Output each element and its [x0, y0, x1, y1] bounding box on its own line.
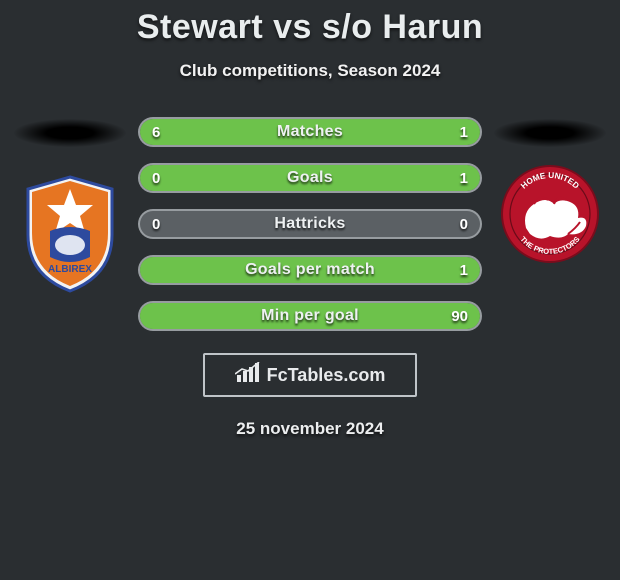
stat-value-left: 0 [152, 165, 160, 191]
player-shadow-left [14, 119, 126, 147]
page-title: Stewart vs s/o Harun [0, 8, 620, 47]
stat-row: Hattricks0 0 [138, 209, 482, 239]
stat-value-right: 1 [460, 165, 468, 191]
right-side: HOME UNITED THE PROTECTORS [490, 117, 610, 273]
left-team-badge: ALBIREX [20, 175, 120, 293]
infographic-container: Stewart vs s/o Harun Club competitions, … [0, 0, 620, 439]
stat-row: Goals0 1 [138, 163, 482, 193]
stat-row: Goals per match1 [138, 255, 482, 285]
svg-text:ALBIREX: ALBIREX [48, 264, 92, 275]
stat-value-right: 90 [451, 303, 468, 329]
subtitle: Club competitions, Season 2024 [0, 61, 620, 81]
chart-icon [235, 362, 261, 389]
stat-label: Min per goal [140, 303, 480, 329]
stat-value-right: 1 [460, 257, 468, 283]
stat-value-right: 0 [460, 211, 468, 237]
stats-bars: Matches61Goals01Hattricks00Goals per mat… [130, 117, 490, 331]
stat-value-right: 1 [460, 119, 468, 145]
right-team-badge: HOME UNITED THE PROTECTORS [500, 155, 600, 273]
left-side: ALBIREX [10, 117, 130, 293]
stat-label: Matches [140, 119, 480, 145]
stat-value-left: 6 [152, 119, 160, 145]
date-text: 25 november 2024 [0, 419, 620, 439]
stat-label: Goals [140, 165, 480, 191]
stat-label: Goals per match [140, 257, 480, 283]
stat-row: Min per goal90 [138, 301, 482, 331]
stat-row: Matches6 1 [138, 117, 482, 147]
stat-label: Hattricks [140, 211, 480, 237]
brand-text: FcTables.com [267, 365, 386, 386]
stat-value-left: 0 [152, 211, 160, 237]
brand-box: FcTables.com [203, 353, 417, 397]
main-row: ALBIREX Matches61Goals01Hattricks00Goals… [0, 117, 620, 331]
player-shadow-right [494, 119, 606, 147]
